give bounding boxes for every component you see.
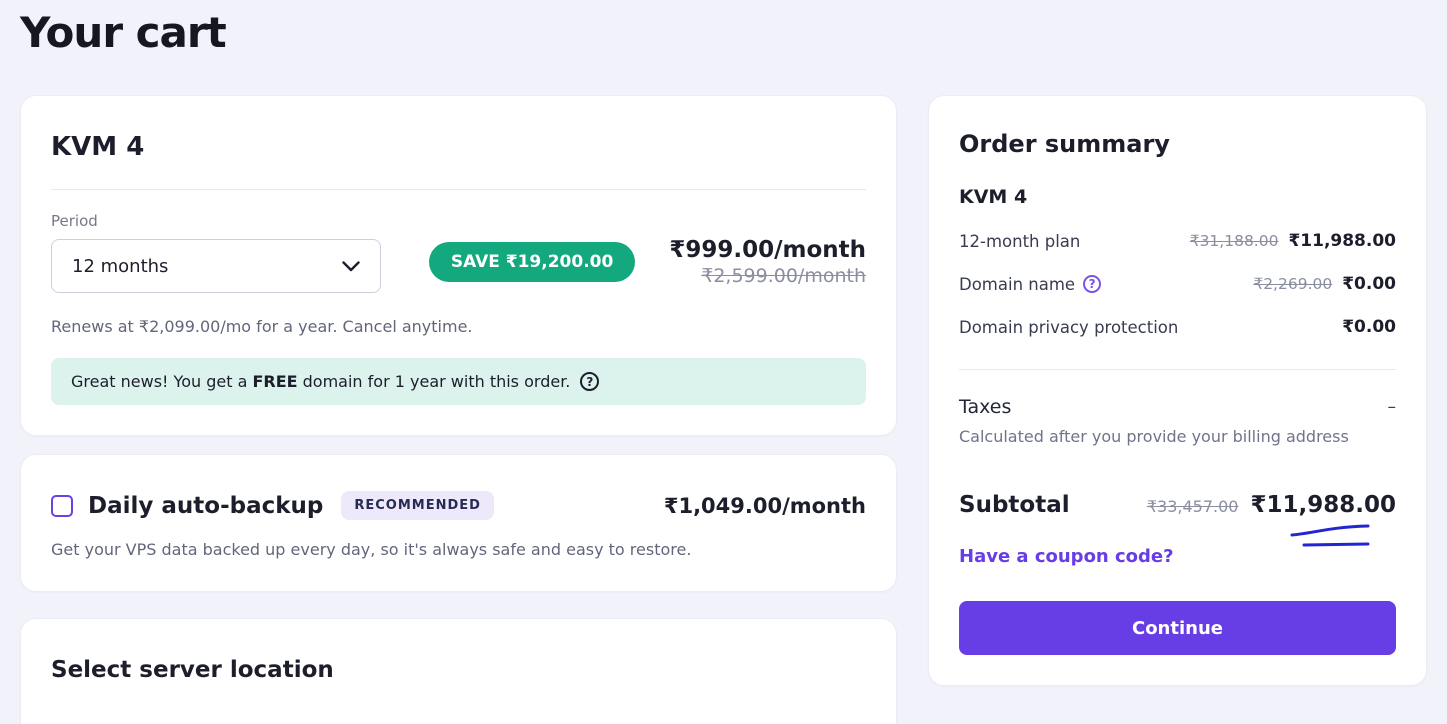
- renewal-note: Renews at ₹2,099.00/mo for a year. Cance…: [51, 317, 473, 336]
- main-layout: KVM 4 Period 12 months SAVE ₹19,200.00 ₹…: [20, 95, 1427, 724]
- period-field: Period 12 months: [51, 212, 381, 293]
- order-summary-column: Order summary KVM 4 12-month plan ₹31,18…: [928, 95, 1427, 686]
- price-original: ₹2,599.00/month: [701, 265, 866, 287]
- summary-row-plan: 12-month plan ₹31,188.00 ₹11,988.00: [959, 231, 1396, 251]
- subtotal-label: Subtotal: [959, 492, 1070, 518]
- summary-plan-name: KVM 4: [959, 186, 1028, 208]
- backup-price: ₹1,049.00/month: [663, 493, 866, 518]
- summary-row-domain: Domain name ? ₹2,269.00 ₹0.00: [959, 274, 1396, 294]
- taxes-note: Calculated after you provide your billin…: [959, 427, 1349, 446]
- row-current-price: ₹0.00: [1342, 317, 1396, 337]
- price-current: ₹999.00/month: [669, 237, 866, 263]
- taxes-row: Taxes –: [959, 396, 1396, 418]
- order-summary-card: Order summary KVM 4 12-month plan ₹31,18…: [928, 95, 1427, 686]
- banner-bold-text: FREE: [252, 372, 298, 391]
- period-label: Period: [51, 212, 98, 230]
- row-label: Domain name ?: [959, 275, 1102, 294]
- backup-card: Daily auto-backup RECOMMENDED ₹1,049.00/…: [20, 454, 897, 592]
- free-domain-banner: Great news! You get a FREE domain for 1 …: [51, 358, 866, 405]
- period-selected-value: 12 months: [72, 255, 169, 277]
- row-label: 12-month plan: [959, 231, 1081, 251]
- continue-button[interactable]: Continue: [959, 601, 1396, 655]
- banner-text: Great news! You get a FREE domain for 1 …: [71, 372, 571, 391]
- backup-header-row: Daily auto-backup RECOMMENDED ₹1,049.00/…: [51, 491, 866, 520]
- recommended-badge: RECOMMENDED: [341, 491, 494, 520]
- subtotal-original-price: ₹33,457.00: [1146, 497, 1239, 516]
- server-location-card: Select server location: [20, 618, 897, 724]
- subtotal-current-price: ₹11,988.00: [1250, 492, 1396, 518]
- plan-card: KVM 4 Period 12 months SAVE ₹19,200.00 ₹…: [20, 95, 897, 436]
- price-block: ₹999.00/month ₹2,599.00/month: [669, 237, 866, 287]
- help-icon[interactable]: ?: [1083, 275, 1102, 293]
- subtotal-row: Subtotal ₹33,457.00 ₹11,988.00: [959, 492, 1396, 547]
- order-summary-title: Order summary: [959, 130, 1170, 158]
- row-original-price: ₹2,269.00: [1253, 275, 1333, 293]
- backup-checkbox[interactable]: [51, 494, 73, 517]
- divider: [959, 369, 1396, 370]
- divider: [51, 189, 866, 190]
- save-badge: SAVE ₹19,200.00: [428, 242, 636, 282]
- summary-row-privacy: Domain privacy protection ₹0.00: [959, 317, 1396, 337]
- help-icon[interactable]: ?: [580, 372, 600, 391]
- pricing-group: SAVE ₹19,200.00 ₹999.00/month ₹2,599.00/…: [428, 237, 866, 287]
- server-location-title: Select server location: [51, 657, 334, 683]
- row-original-price: ₹31,188.00: [1189, 232, 1279, 250]
- taxes-value: –: [1387, 397, 1397, 417]
- backup-description: Get your VPS data backed up every day, s…: [51, 540, 692, 559]
- row-current-price: ₹11,988.00: [1288, 231, 1396, 251]
- period-select[interactable]: 12 months: [51, 239, 381, 293]
- annotation-underline: [1290, 524, 1370, 547]
- cart-items-column: KVM 4 Period 12 months SAVE ₹19,200.00 ₹…: [20, 95, 897, 724]
- coupon-code-link[interactable]: Have a coupon code?: [959, 546, 1174, 567]
- row-prices: ₹31,188.00 ₹11,988.00: [1190, 231, 1396, 251]
- page-title: Your cart: [20, 8, 227, 57]
- row-prices: ₹0.00: [1342, 317, 1396, 337]
- period-section: Period 12 months SAVE ₹19,200.00 ₹999.00…: [51, 212, 866, 293]
- chevron-down-icon: [342, 260, 360, 271]
- row-prices: ₹2,269.00 ₹0.00: [1253, 274, 1396, 294]
- plan-title: KVM 4: [51, 132, 145, 162]
- subtotal-prices: ₹33,457.00 ₹11,988.00: [1146, 492, 1396, 547]
- row-label: Domain privacy protection: [959, 317, 1179, 337]
- taxes-label: Taxes: [959, 396, 1012, 418]
- row-current-price: ₹0.00: [1342, 274, 1396, 294]
- backup-title: Daily auto-backup: [88, 492, 324, 519]
